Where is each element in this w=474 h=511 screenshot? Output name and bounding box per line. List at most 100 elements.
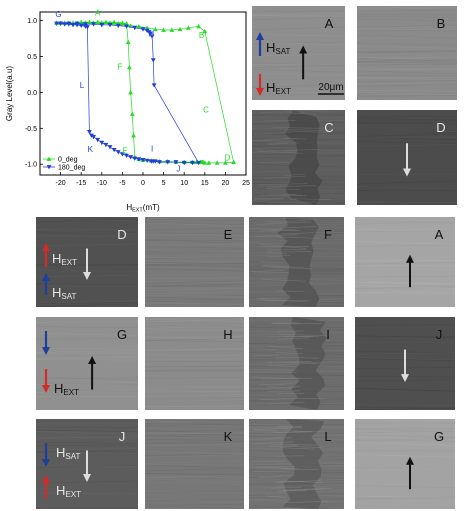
texture-line xyxy=(36,382,138,385)
texture-line xyxy=(145,317,244,319)
magnetization-down-arrow-head xyxy=(403,168,411,177)
data-point xyxy=(196,23,202,29)
texture-line xyxy=(252,199,345,203)
texture-line xyxy=(357,16,457,18)
panel-label: H xyxy=(223,327,232,342)
texture-line xyxy=(36,218,138,223)
kerr-panel-H: H xyxy=(145,317,244,410)
h-sat-label: HSAT xyxy=(56,445,80,461)
scale-bar-label: 20μm xyxy=(318,82,343,93)
texture-line xyxy=(145,451,244,454)
domain-streak xyxy=(253,139,291,142)
data-point xyxy=(144,158,150,164)
data-point xyxy=(129,111,135,116)
annotation-E: E xyxy=(122,146,127,155)
texture-line xyxy=(357,117,457,121)
series-180_deg xyxy=(54,21,202,166)
data-point xyxy=(95,19,101,24)
data-point xyxy=(99,140,105,146)
data-point xyxy=(120,152,125,157)
data-point xyxy=(107,23,113,28)
data-point xyxy=(115,23,121,29)
dark-domain xyxy=(277,217,320,307)
domain-streak xyxy=(252,354,278,357)
domain-streak xyxy=(253,376,299,380)
x-tick-label: -5 xyxy=(119,180,125,187)
texture-line xyxy=(36,447,138,451)
texture-line xyxy=(357,24,457,28)
domain-streak xyxy=(264,220,306,222)
texture-line xyxy=(36,390,138,392)
texture-line xyxy=(252,42,345,46)
texture-line xyxy=(357,42,457,46)
texture-line xyxy=(355,419,455,422)
domain-streak xyxy=(277,337,309,340)
domain-streak xyxy=(285,501,329,504)
domain-streak xyxy=(258,183,308,186)
y-tick-label: 0.5 xyxy=(27,54,37,61)
domain-streak xyxy=(284,480,324,483)
magnetization-up-arrow-head xyxy=(406,254,414,263)
data-point xyxy=(78,23,84,29)
texture-line xyxy=(355,430,455,434)
panel-image: A xyxy=(355,217,455,307)
texture-line xyxy=(145,479,244,483)
data-point xyxy=(231,159,237,164)
texture-line xyxy=(36,436,138,439)
data-point xyxy=(152,26,158,32)
texture-line xyxy=(145,432,244,434)
domain-streak xyxy=(284,226,317,229)
kerr-panel-F: F xyxy=(249,217,344,307)
data-point xyxy=(111,147,117,153)
texture-line xyxy=(145,366,244,368)
texture-line xyxy=(145,429,244,433)
panel-label: J xyxy=(436,327,443,342)
domain-streak xyxy=(249,372,297,374)
texture-line xyxy=(357,201,457,204)
texture-line xyxy=(145,240,244,244)
texture-line xyxy=(357,49,457,54)
domain-streak xyxy=(249,270,284,272)
panel-label: L xyxy=(324,429,331,444)
domain-streak xyxy=(279,447,315,450)
texture-line xyxy=(357,75,457,77)
domain-streak xyxy=(275,363,316,365)
panel-image: I xyxy=(249,317,344,410)
domain-streak xyxy=(281,194,307,196)
texture-line xyxy=(36,445,138,447)
domain-streak xyxy=(260,243,282,246)
domain-streak xyxy=(277,480,322,483)
h-ext-label: HEXT xyxy=(56,483,81,499)
domain-streak xyxy=(284,130,331,134)
x-tick-label: -20 xyxy=(56,180,66,187)
texture-line xyxy=(36,431,138,435)
texture-line xyxy=(249,396,344,399)
domain-streak xyxy=(280,507,304,509)
texture-line xyxy=(145,348,244,351)
kerr-panel-G: G HEXT xyxy=(36,317,138,410)
texture-line xyxy=(252,64,345,69)
texture-line xyxy=(145,268,244,271)
texture-line xyxy=(145,354,244,357)
x-tick-label: 20 xyxy=(222,180,230,187)
texture-line xyxy=(145,490,244,493)
texture-line xyxy=(145,460,244,464)
texture-line xyxy=(252,26,345,31)
annotation-D: D xyxy=(225,154,231,163)
texture-line xyxy=(357,83,457,88)
panel-label: F xyxy=(324,227,332,242)
texture-line xyxy=(145,453,244,457)
texture-line xyxy=(145,396,244,400)
data-point xyxy=(149,34,155,39)
texture-line xyxy=(249,379,344,384)
kerr-panel-B: B xyxy=(357,6,457,100)
texture-line xyxy=(355,285,455,289)
texture-line xyxy=(36,347,138,350)
texture-line xyxy=(36,326,138,328)
texture-line xyxy=(249,305,344,307)
magnetization-up-arrow-head xyxy=(88,356,97,365)
texture-line xyxy=(145,252,244,254)
domain-streak xyxy=(279,334,327,336)
domain-streak xyxy=(260,299,306,302)
